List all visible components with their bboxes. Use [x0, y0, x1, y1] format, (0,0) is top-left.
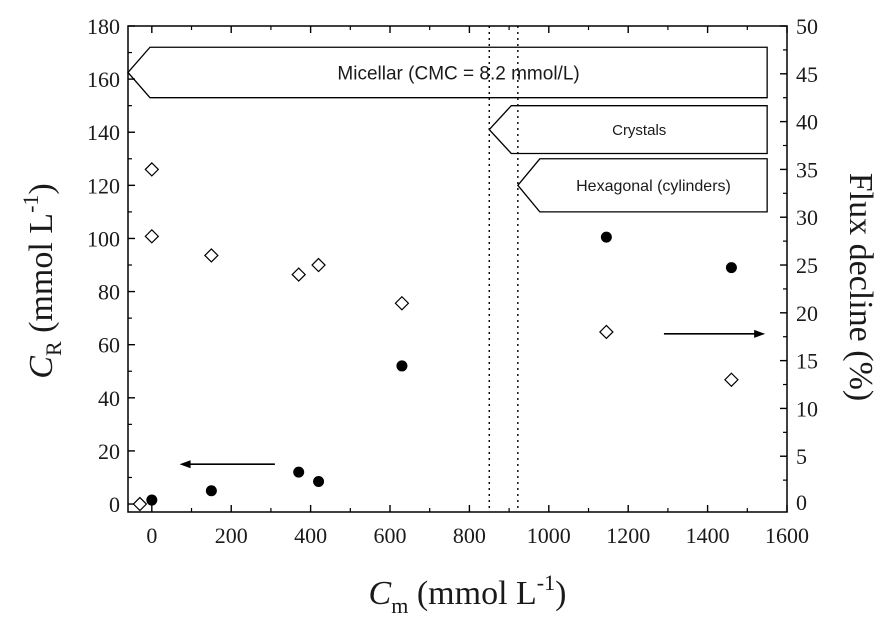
point-flux: [144, 162, 160, 177]
x-tick-label: 0: [146, 523, 157, 548]
x-title-unit: (mmol L: [408, 575, 536, 612]
y-right-tick-label: 30: [796, 205, 818, 230]
y-right-tick-label: 25: [796, 253, 818, 278]
axis-ticks: 0 200 400 600 800 1000 1200 1400 160002040608010…: [87, 14, 818, 548]
point-cr: [146, 494, 158, 506]
phase-label-0: Micellar (CMC = 8.2 mmol/L): [337, 63, 579, 84]
point-flux: [204, 248, 219, 263]
point-flux: [132, 496, 148, 512]
y-right-tick-label: 15: [796, 349, 818, 374]
y-right-tick-label: 20: [796, 301, 818, 326]
point-flux: [599, 324, 614, 340]
y-left-tick-label: 40: [98, 386, 120, 411]
x-tick-label: 1000: [527, 523, 571, 548]
y-left-tick-label: 160: [87, 67, 120, 92]
phase-boundaries: [488, 26, 519, 512]
point-cr: [293, 466, 305, 478]
y-left-axis-title: CR (mmol L-1): [18, 183, 66, 378]
x-tick-label: 1400: [686, 523, 730, 548]
point-cr: [396, 360, 408, 372]
y-left-tick-label: 120: [87, 173, 120, 198]
y-right-tick-label: 45: [796, 62, 818, 87]
phase-label-2: Hexagonal (cylinders): [576, 178, 731, 195]
y-left-tick-label: 60: [98, 333, 120, 358]
y-left-tick-label: 80: [98, 280, 120, 305]
y-left-title-main: C: [23, 356, 60, 379]
y-left-tick-label: 180: [87, 14, 120, 39]
x-tick-label: 200: [215, 523, 248, 548]
phase-box-2: [516, 158, 768, 213]
point-flux: [144, 228, 160, 244]
y-left-title-close: ): [23, 183, 60, 194]
plot-frame: [127, 25, 788, 513]
y-left-tick-label: 140: [87, 120, 120, 145]
y-left-tick-label: 0: [109, 492, 120, 517]
point-flux: [311, 257, 326, 273]
y-right-zero-label: 0: [796, 490, 807, 515]
data-points: [132, 162, 739, 512]
point-cr: [313, 475, 325, 487]
point-cr: [205, 485, 217, 497]
y-right-tick-label: 40: [796, 110, 818, 135]
x-title-close: ): [555, 575, 566, 612]
arrow-head-0: [179, 460, 191, 469]
point-cr: [725, 262, 737, 274]
x-tick-label: 1600: [765, 523, 809, 548]
x-title-sup: -1: [537, 570, 555, 595]
phase-label-1: Crystals: [612, 122, 666, 139]
x-title-sub: m: [391, 593, 408, 618]
point-flux: [724, 372, 739, 388]
y-right-tick-label: 5: [796, 444, 807, 469]
y-right-tick-label: 10: [796, 396, 818, 421]
y-left-tick-label: 100: [87, 226, 120, 251]
series-arrows: [179, 329, 766, 469]
arrow-head-1: [754, 329, 766, 338]
phase-box-1: [488, 105, 768, 155]
y-left-title-unit: (mmol L: [23, 213, 60, 341]
y-right-axis-title: Flux decline (%): [842, 173, 879, 402]
x-tick-label: 600: [374, 523, 407, 548]
x-tick-label: 800: [453, 523, 486, 548]
point-flux: [291, 267, 307, 282]
phase-box-0: [127, 46, 768, 99]
y-right-tick-label: 50: [796, 14, 818, 39]
point-flux: [394, 295, 410, 311]
y-right-tick-label: 35: [796, 157, 818, 182]
point-cr: [600, 231, 612, 243]
phase-boxes: Micellar (CMC = 8.2 mmol/L) Crystals Hexag…: [127, 46, 768, 213]
y-left-title-sup: -1: [18, 195, 43, 213]
y-left-title-sub: R: [41, 341, 66, 356]
x-axis-title: Cm (mmol L-1): [369, 570, 567, 618]
x-title-main: C: [369, 575, 392, 612]
x-tick-label: 1200: [606, 523, 650, 548]
x-tick-label: 400: [294, 523, 327, 548]
y-left-tick-label: 20: [98, 439, 120, 464]
